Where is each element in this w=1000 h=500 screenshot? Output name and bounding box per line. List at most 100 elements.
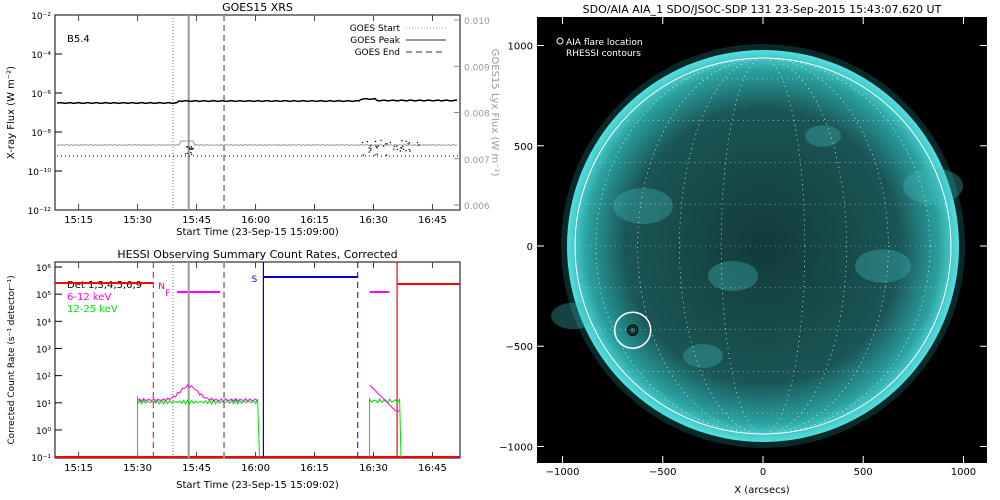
scatter-dot <box>377 147 378 148</box>
legend-label: 12-25 keV <box>67 304 118 315</box>
x-tick-label: 1000 <box>951 467 976 478</box>
x-tick-label: 15:45 <box>182 463 211 474</box>
scatter-dot <box>187 153 188 154</box>
scatter-dot <box>390 142 391 143</box>
hessi-panel: HESSI Observing Summary Count Rates, Cor… <box>7 248 460 491</box>
x-axis-label: X (arcsecs) <box>734 485 790 496</box>
scatter-dot <box>187 146 188 147</box>
image-title: SDO/AIA AIA_1 SDO/JSOC-SDP 131 23-Sep-20… <box>583 3 942 16</box>
goes-panel: GOES15 XRS 15:15 15:30 15:45 16:00 16:15 16:30… <box>6 1 500 238</box>
xray-flux-curve <box>57 99 457 104</box>
series-12-25kev <box>138 396 260 457</box>
x-tick-label: 16:00 <box>241 215 270 226</box>
y-tick-label: 1000 <box>508 42 533 53</box>
active-region <box>708 261 758 291</box>
series-6-12kev <box>138 385 258 402</box>
scatter-dot <box>409 151 410 152</box>
aia-panel: SDO/AIA AIA_1 SDO/JSOC-SDP 131 23-Sep-20… <box>499 3 987 496</box>
y-right-tick-label: 0.007 <box>464 156 490 166</box>
y-tick-label: 10⁻¹ <box>31 454 51 464</box>
y-axis-label: Corrected Count Rate (s⁻¹ detector⁻¹) <box>7 275 17 444</box>
scatter-dot <box>385 143 386 144</box>
legend-label: GOES Start <box>350 24 401 34</box>
scatter-dot <box>394 146 395 147</box>
scatter-dot <box>406 141 407 142</box>
scatter-dot <box>367 141 368 142</box>
y-tick-label: 10⁻² <box>31 12 51 22</box>
x-tick-label: 16:45 <box>418 215 447 226</box>
scatter-dot <box>400 150 401 151</box>
scatter-dot <box>190 149 191 150</box>
y-right-axis-label: GOES15 Lyx Flux (W m⁻²) <box>489 49 500 177</box>
y-axis-label: X-ray Flux (W m⁻²) <box>6 66 17 159</box>
x-tick-label: −1000 <box>546 467 580 478</box>
legend-label: 6-12 keV <box>67 292 111 303</box>
x-tick-label: 0 <box>760 467 766 478</box>
y-tick-label: 10⁻⁶ <box>31 90 51 100</box>
scatter-dot <box>369 151 370 152</box>
scatter-dot <box>191 154 192 155</box>
scatter-dot <box>378 145 379 146</box>
x-tick-label: 500 <box>854 467 873 478</box>
scatter-dot <box>396 145 397 146</box>
legend-label: Det 1,3,4,5,6,9 <box>67 280 142 291</box>
y-tick-label: 10³ <box>36 345 51 355</box>
legend-label: GOES End <box>355 48 400 58</box>
y-tick-label: −1000 <box>499 442 533 453</box>
annotation-s: S <box>251 275 257 285</box>
active-region <box>613 188 673 224</box>
legend-label: GOES Peak <box>350 36 400 46</box>
annotation-n: N <box>158 282 165 292</box>
x-tick-label: 16:15 <box>300 463 329 474</box>
y-tick-label: 10⁵ <box>36 291 51 301</box>
y-tick-label: 10⁰ <box>36 427 51 437</box>
y-tick-label: 10⁻¹² <box>28 207 52 217</box>
scatter-dot <box>190 152 191 153</box>
scatter-dot <box>377 153 378 154</box>
y-tick-label: 10⁻⁴ <box>31 51 51 61</box>
chart-title: HESSI Observing Summary Count Rates, Cor… <box>117 248 397 261</box>
scatter-dot <box>386 155 387 156</box>
active-region <box>805 125 841 147</box>
y-right-tick-label: 0.006 <box>464 202 490 212</box>
x-tick-label: 15:15 <box>64 215 93 226</box>
plot-frame <box>55 262 460 458</box>
y-tick-label: 10⁶ <box>36 264 51 274</box>
scatter-dot <box>403 149 404 150</box>
scatter-dot <box>375 141 376 142</box>
scatter-dot <box>374 154 375 155</box>
scatter-dot <box>370 145 371 146</box>
y-tick-label: 10⁻⁸ <box>31 129 51 139</box>
legend-label: RHESSI contours <box>566 49 641 59</box>
scatter-dot <box>368 147 369 148</box>
active-region <box>855 249 911 283</box>
y-right-tick-label: 0.008 <box>464 110 490 120</box>
y-tick-label: 10⁻¹⁰ <box>28 168 52 178</box>
x-tick-label: 15:45 <box>182 215 211 226</box>
scatter-dot <box>185 153 186 154</box>
x-tick-label: 16:30 <box>359 215 388 226</box>
x-axis-label: Start Time (23-Sep-15 15:09:00) <box>176 227 339 238</box>
y-tick-label: −500 <box>506 342 533 353</box>
chart-title: GOES15 XRS <box>222 1 293 14</box>
scatter-dot <box>407 143 408 144</box>
scatter-dot <box>191 146 192 147</box>
scatter-dot <box>418 144 419 145</box>
x-tick-label: 16:15 <box>300 215 329 226</box>
active-region <box>683 344 723 368</box>
scatter-dot <box>402 146 403 147</box>
scatter-dot <box>375 146 376 147</box>
scatter-dot <box>401 140 402 141</box>
y-tick-label: 500 <box>514 142 533 153</box>
scatter-dot <box>409 149 410 150</box>
y-tick-label: 10⁴ <box>36 318 51 328</box>
x-tick-label: 15:30 <box>123 215 152 226</box>
class-label: B5.4 <box>67 34 90 45</box>
scatter-dot <box>189 147 190 148</box>
scatter-dot <box>417 142 418 143</box>
series-6-12kev <box>370 385 400 411</box>
scatter-dot <box>386 143 387 144</box>
x-tick-label: 15:30 <box>123 463 152 474</box>
scatter-dot <box>405 150 406 151</box>
